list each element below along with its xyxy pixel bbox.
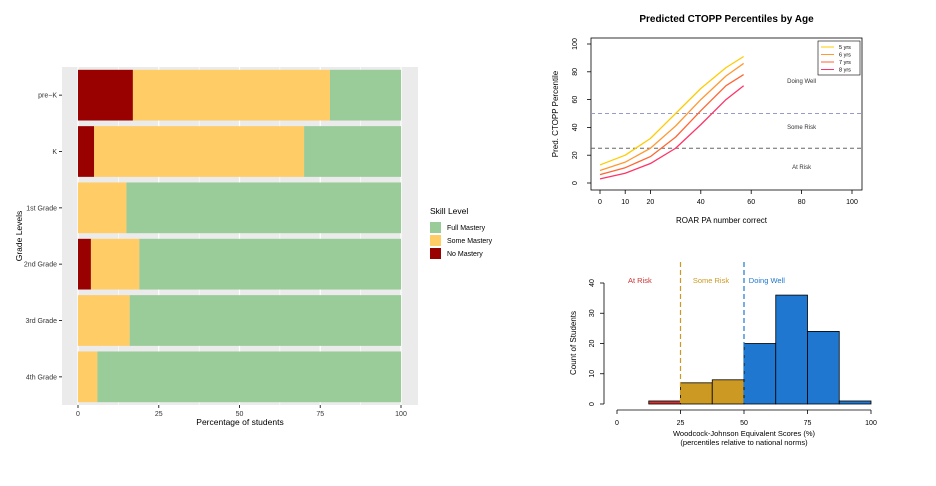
- x-tick-label: 80: [798, 199, 806, 206]
- histogram-bar: [680, 382, 713, 405]
- histogram-bar: [648, 400, 681, 405]
- x-tick-label: 10: [621, 199, 629, 206]
- histogram-bar: [775, 294, 808, 405]
- y-tick-label: 20: [572, 151, 579, 159]
- bar-segment-no-mastery: [78, 126, 95, 177]
- y-tick-label: 2nd Grade: [24, 262, 57, 269]
- x-tick-label: 75: [316, 411, 324, 418]
- x-tick-label: 75: [804, 420, 812, 427]
- x-axis-label: Percentage of students: [196, 417, 283, 427]
- region-label: At Risk: [792, 165, 812, 171]
- y-tick-label: 30: [589, 309, 596, 317]
- histogram-bar: [711, 379, 745, 405]
- bar-segment-full-mastery: [139, 238, 401, 290]
- bar-segment-full-mastery: [304, 126, 401, 177]
- x-tick-label: 50: [236, 411, 244, 418]
- x-tick-label: 20: [647, 199, 655, 206]
- y-axis-label: Count of Students: [569, 311, 578, 375]
- y-tick-label: 1st Grade: [26, 205, 57, 212]
- y-tick-label: 4th Grade: [26, 374, 57, 381]
- y-axis-label: Pred. CTOPP Percentile: [551, 70, 560, 157]
- x-tick-label: 0: [615, 420, 619, 427]
- region-label: Some Risk: [787, 125, 817, 131]
- legend-label: Full Mastery: [447, 225, 486, 232]
- y-axis-label: Grade Levels: [14, 211, 24, 262]
- woodcock-johnson-histogram: At Risk Some Risk Doing Well 0 25 50 75 100 0 10 2…: [569, 262, 877, 447]
- mastery-stacked-bar-chart: pre−K K 1st Grade 2nd Grade 3rd Grade 4th Gra…: [14, 67, 493, 427]
- x-axis-label: Woodcock-Johnson Equivalent Scores (%): [673, 429, 816, 438]
- region-label: Some Risk: [693, 276, 730, 285]
- bar-segment-full-mastery: [129, 295, 401, 346]
- legend-label: 7 yrs: [839, 60, 851, 66]
- series-line-7-yrs: [599, 74, 744, 176]
- series-line-8-yrs: [599, 85, 745, 180]
- legend-label: No Mastery: [447, 251, 483, 258]
- x-tick-label: 100: [395, 411, 407, 418]
- x-tick-label: 0: [598, 199, 602, 206]
- ctopp-percentile-line-chart: Predicted CTOPP Percentiles by Age Doing …: [551, 14, 863, 225]
- x-tick-label: 25: [677, 420, 685, 427]
- y-tick-label: 20: [589, 340, 596, 348]
- bar-segment-full-mastery: [97, 351, 401, 403]
- x-tick-label: 25: [155, 411, 163, 418]
- bar-segment-some-mastery: [78, 295, 130, 346]
- y-tick-label: 80: [572, 68, 579, 76]
- histogram-bar: [838, 400, 872, 405]
- x-tick-label: 0: [76, 411, 80, 418]
- bar-segment-no-mastery: [78, 238, 91, 290]
- x-tick-label: 100: [846, 199, 858, 206]
- legend-title: Skill Level: [430, 206, 468, 216]
- series-line-5-yrs: [599, 55, 744, 166]
- legend-label: 8 yrs: [839, 68, 851, 74]
- y-tick-label: 0: [589, 402, 596, 406]
- y-tick-label: 0: [572, 181, 579, 185]
- y-tick-label: 60: [572, 96, 579, 104]
- y-tick-label: pre−K: [38, 93, 57, 100]
- y-tick-label: K: [52, 149, 57, 156]
- chart-title: Predicted CTOPP Percentiles by Age: [639, 14, 814, 25]
- legend-swatch: [430, 222, 441, 233]
- bar-segment-some-mastery: [94, 126, 305, 177]
- x-tick-label: 50: [740, 420, 748, 427]
- legend-swatch: [430, 235, 441, 246]
- bar-segment-some-mastery: [90, 238, 140, 290]
- region-label: Doing Well: [787, 79, 816, 85]
- y-tick-label: 3rd Grade: [25, 318, 57, 325]
- bar-segment-some-mastery: [78, 182, 127, 234]
- bar-segment-some-mastery: [132, 69, 330, 121]
- bar-segment-full-mastery: [329, 69, 401, 121]
- x-axis-sublabel: (percentiles relative to national norms): [680, 438, 808, 447]
- x-tick-label: 60: [747, 199, 755, 206]
- bar-segment-full-mastery: [126, 182, 401, 234]
- region-label: Doing Well: [749, 276, 785, 285]
- y-tick-label: 100: [572, 38, 579, 50]
- x-tick-label: 100: [865, 420, 877, 427]
- x-axis-label: ROAR PA number correct: [676, 216, 768, 225]
- legend-label: 6 yrs: [839, 53, 851, 59]
- plot-frame: [590, 37, 863, 191]
- bar-segment-no-mastery: [78, 69, 133, 121]
- x-tick-label: 40: [697, 199, 705, 206]
- legend-label: 5 yrs: [839, 45, 851, 51]
- y-tick-label: 40: [572, 123, 579, 131]
- bar-segment-some-mastery: [78, 351, 98, 403]
- y-tick-label: 10: [589, 370, 596, 378]
- legend-swatch: [430, 248, 441, 259]
- series-line-6-yrs: [599, 62, 745, 172]
- legend-label: Some Mastery: [447, 238, 493, 245]
- histogram-bar: [807, 330, 840, 405]
- y-tick-label: 40: [589, 279, 596, 287]
- histogram-bar: [743, 343, 777, 405]
- region-label: At Risk: [628, 276, 652, 285]
